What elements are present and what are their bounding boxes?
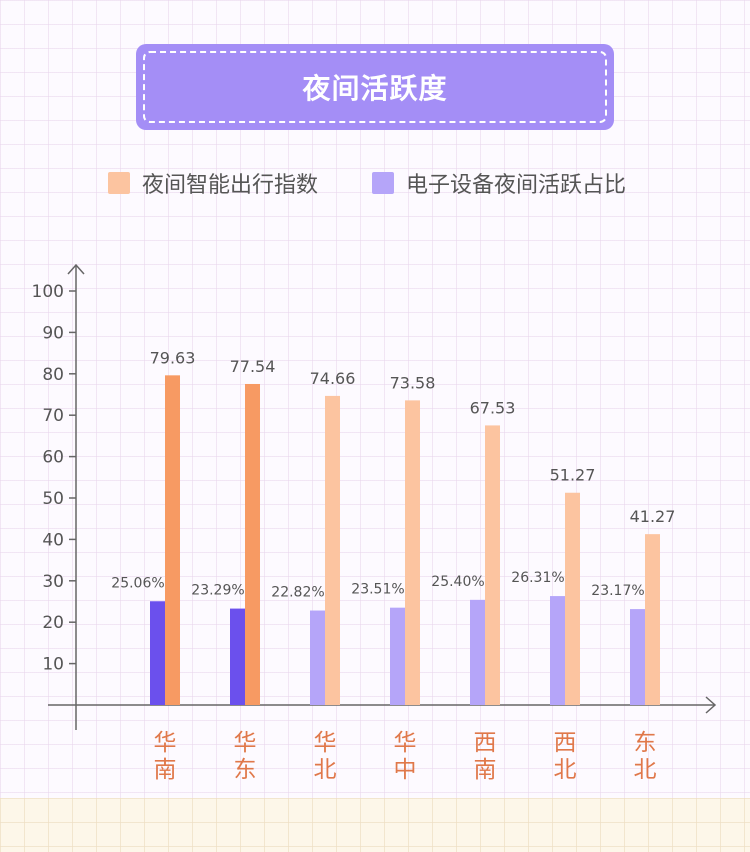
- x-tick-label: 华: [154, 730, 177, 756]
- data-label-travel-index: 41.27: [630, 507, 676, 526]
- bar-device-ratio: [310, 610, 325, 705]
- bar-device-ratio: [390, 607, 405, 705]
- bar-travel-index: [645, 534, 660, 705]
- x-tick-label: 北: [554, 757, 577, 783]
- bar-travel-index: [405, 400, 420, 705]
- x-axis-arrow: [705, 696, 717, 714]
- data-label-device-ratio: 23.51%: [351, 582, 404, 598]
- x-tick-label: 华: [314, 730, 337, 756]
- x-tick-label: 北: [314, 757, 337, 783]
- bar-device-ratio: [230, 608, 245, 705]
- legend-swatch-device-ratio: [372, 172, 394, 194]
- title-banner: 夜间活跃度: [136, 44, 614, 130]
- data-label-travel-index: 73.58: [390, 373, 436, 392]
- legend-label-device-ratio: 电子设备夜间活跃占比: [406, 173, 627, 198]
- legend-label-travel-index: 夜间智能出行指数: [142, 173, 319, 198]
- bar-travel-index: [565, 492, 580, 705]
- data-label-travel-index: 67.53: [470, 398, 516, 417]
- data-label-travel-index: 74.66: [310, 369, 356, 388]
- y-axis-arrow: [67, 263, 85, 275]
- data-label-device-ratio: 23.29%: [191, 583, 244, 599]
- x-tick-label: 中: [394, 757, 417, 783]
- data-label-device-ratio: 25.40%: [431, 574, 484, 590]
- bar-device-ratio: [630, 609, 645, 705]
- y-tick-label: 60: [42, 448, 64, 468]
- x-tick-label: 西: [554, 730, 577, 756]
- bar-device-ratio: [470, 599, 485, 705]
- legend-item-device-ratio: 电子设备夜间活跃占比: [372, 170, 627, 198]
- data-label-travel-index: 79.63: [150, 348, 196, 367]
- x-tick-label: 北: [634, 757, 657, 783]
- y-tick-label: 100: [32, 282, 64, 302]
- y-tick-label: 90: [42, 323, 64, 343]
- x-tick-label: 东: [234, 757, 257, 783]
- data-label-travel-index: 51.27: [550, 466, 596, 485]
- x-tick-label: 南: [154, 757, 177, 783]
- x-tick-label: 南: [474, 757, 497, 783]
- legend-swatch-travel-index: [108, 172, 130, 194]
- x-tick-label: 华: [234, 730, 257, 756]
- y-tick-label: 10: [42, 655, 64, 675]
- y-tick-label: 30: [42, 572, 64, 592]
- bar-travel-index: [245, 383, 260, 705]
- data-label-device-ratio: 22.82%: [271, 585, 324, 601]
- data-label-device-ratio: 25.06%: [111, 575, 164, 591]
- y-tick-label: 80: [42, 365, 64, 385]
- data-label-travel-index: 77.54: [230, 357, 276, 376]
- bar-device-ratio: [150, 601, 165, 705]
- footer-band: [0, 798, 750, 852]
- y-tick-label: 70: [42, 406, 64, 426]
- bar-travel-index: [485, 425, 500, 705]
- data-label-device-ratio: 23.17%: [591, 583, 644, 599]
- data-label-device-ratio: 26.31%: [511, 570, 564, 586]
- y-tick-label: 20: [42, 613, 64, 633]
- x-tick-label: 华: [394, 730, 417, 756]
- bar-travel-index: [325, 395, 340, 705]
- bar-travel-index: [165, 375, 180, 705]
- x-tick-label: 东: [634, 730, 657, 756]
- y-tick-label: 50: [42, 489, 64, 509]
- legend-item-travel-index: 夜间智能出行指数: [108, 170, 319, 198]
- x-tick-label: 西: [474, 730, 497, 756]
- y-tick-label: 40: [42, 530, 64, 550]
- bar-device-ratio: [550, 596, 565, 705]
